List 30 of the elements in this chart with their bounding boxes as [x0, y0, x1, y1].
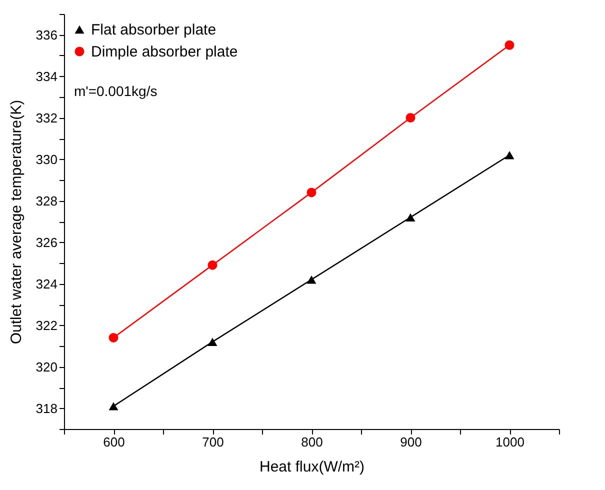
point	[108, 402, 118, 410]
legend-label: Flat absorber plate	[91, 22, 216, 38]
point	[306, 188, 316, 198]
point	[108, 332, 118, 342]
y-tick-label: 336	[36, 27, 58, 42]
x-axis-title: Heat flux(W/m²)	[260, 458, 365, 476]
x-tick-label: 800	[301, 434, 323, 450]
point	[306, 275, 316, 284]
y-tick-label: 328	[36, 193, 58, 208]
point	[504, 40, 514, 50]
y-tick-label: 322	[36, 318, 58, 333]
y-tick-label: 320	[36, 359, 58, 374]
y-tick-label: 330	[36, 152, 58, 167]
point	[208, 260, 218, 270]
x-tick-label: 900	[400, 434, 422, 450]
y-tick-label: 326	[36, 234, 58, 250]
x-tick-label: 600	[103, 434, 125, 450]
point	[208, 338, 218, 346]
y-tick-label: 332	[36, 110, 58, 126]
legend-label: Dimple absorber plate	[91, 44, 238, 60]
x-tick-label: 700	[202, 434, 224, 450]
y-tick-label: 318	[36, 400, 58, 416]
point	[504, 150, 514, 160]
annotation: m'=0.001kg/s	[74, 83, 158, 99]
point	[406, 213, 416, 222]
x-tick-label: 1000	[496, 434, 524, 450]
y-axis-title: Outlet water average temperature(K)	[8, 100, 25, 344]
point	[406, 113, 416, 122]
y-tick-label: 334	[36, 68, 58, 84]
y-tick-label: 324	[36, 276, 58, 292]
